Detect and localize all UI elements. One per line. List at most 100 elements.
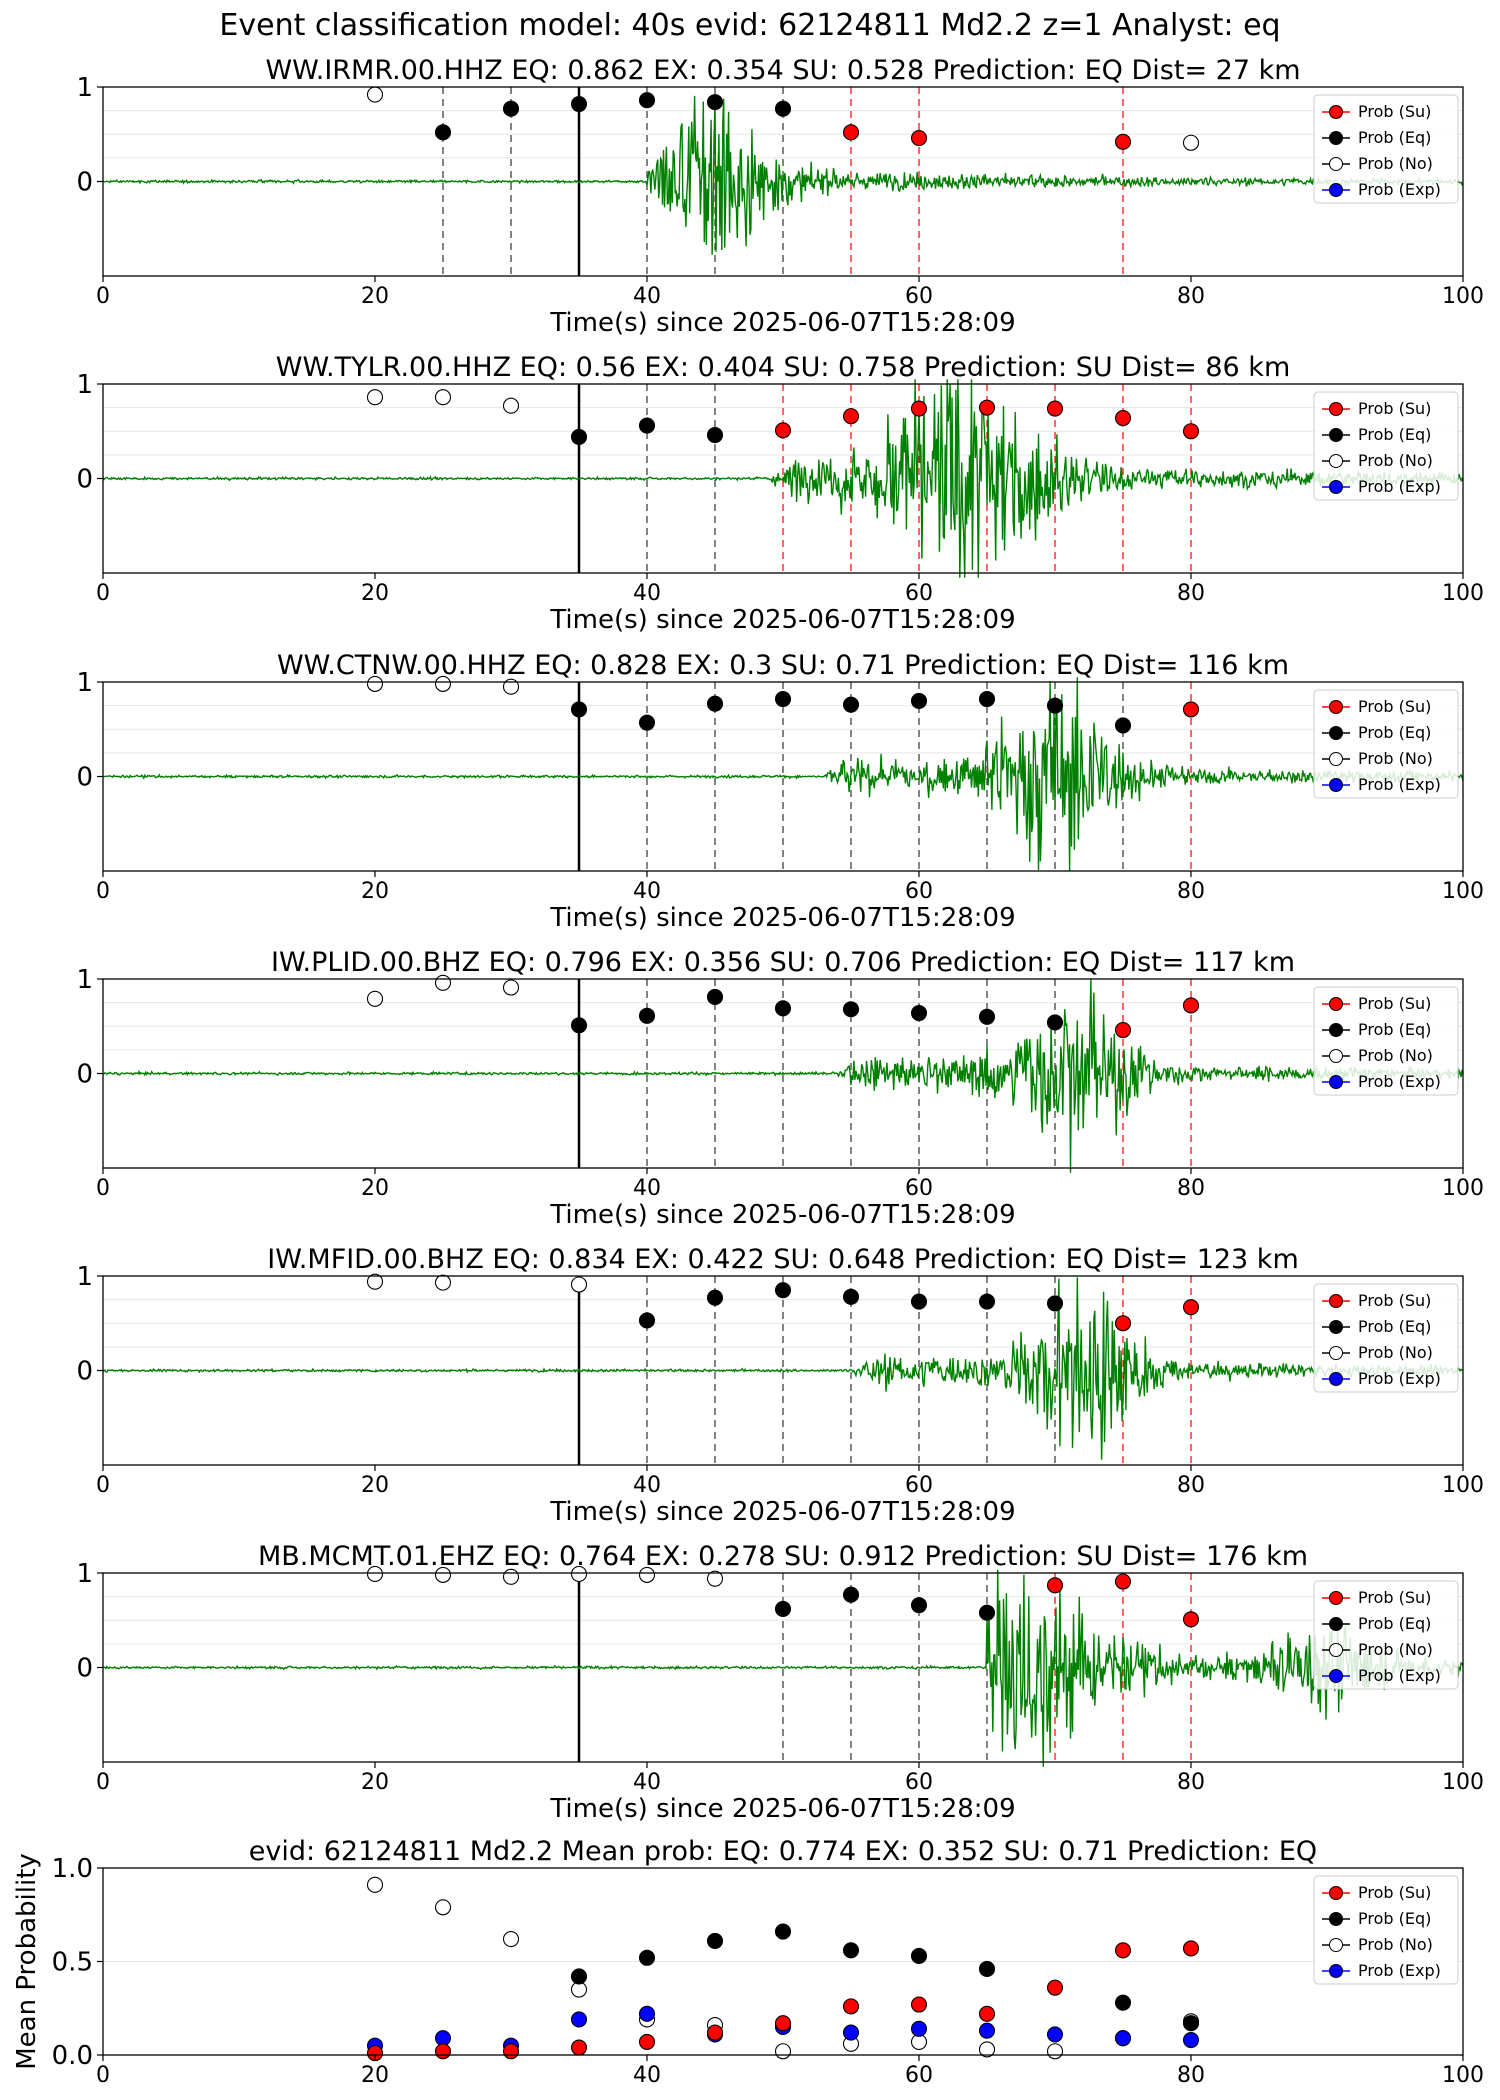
- y-tick-label: 0.0: [52, 2041, 93, 2071]
- data-point: [910, 692, 928, 709]
- data-point: [502, 2043, 520, 2060]
- legend-label: Prob (Su): [1358, 1588, 1431, 1607]
- data-point: [366, 86, 384, 103]
- data-point: [366, 675, 384, 692]
- data-point: [570, 2039, 588, 2056]
- data-point: [502, 678, 520, 695]
- legend-marker: [1329, 778, 1343, 792]
- data-point: [434, 1274, 452, 1291]
- data-point: [570, 2011, 588, 2028]
- data-point: [638, 1007, 656, 1024]
- x-tick-label: 80: [1177, 284, 1205, 309]
- legend-box: [1313, 1580, 1459, 1690]
- data-point: [842, 1586, 860, 1603]
- data-point: [1114, 2030, 1132, 2047]
- data-point: [434, 675, 452, 692]
- data-point: [638, 1312, 656, 1329]
- data-point: [1046, 400, 1064, 417]
- legend-label: Prob (No): [1358, 1046, 1433, 1065]
- legend-marker: [1329, 1591, 1343, 1605]
- x-axis-label: Time(s) since 2025-06-07T15:28:09: [549, 1497, 1015, 1527]
- y-axis-label: Mean Probability: [12, 1853, 42, 2070]
- legend-box: [1313, 986, 1459, 1096]
- legend-marker: [1329, 1320, 1343, 1334]
- x-tick-label: 80: [1177, 1176, 1205, 1201]
- data-point: [1182, 2015, 1200, 2032]
- x-tick-label: 100: [1442, 2063, 1484, 2088]
- legend-label: Prob (Su): [1358, 1291, 1431, 1310]
- legend-marker: [1329, 1346, 1343, 1360]
- data-point: [1114, 1994, 1132, 2011]
- data-point: [366, 389, 384, 406]
- data-point: [910, 1996, 928, 2013]
- data-point: [1114, 409, 1132, 427]
- legend-box: [1313, 1283, 1459, 1393]
- data-point: [1182, 1299, 1200, 1316]
- legend-label: Prob (Su): [1358, 697, 1431, 716]
- data-point: [774, 1282, 792, 1299]
- legend-label: Prob (Su): [1358, 1883, 1431, 1902]
- panel-title: WW.IRMR.00.HHZ EQ: 0.862 EX: 0.354 SU: 0…: [265, 55, 1300, 86]
- data-point: [1046, 1014, 1064, 1031]
- legend-marker: [1329, 1669, 1343, 1683]
- data-point: [706, 695, 724, 712]
- data-point: [1114, 1315, 1132, 1332]
- waveform-trace: [102, 677, 1464, 872]
- data-point: [1114, 1021, 1132, 1039]
- data-point: [1046, 1295, 1064, 1312]
- y-tick-label: 1: [76, 965, 93, 995]
- x-tick-label: 60: [905, 1770, 933, 1795]
- data-point: [502, 1568, 520, 1585]
- x-tick-label: 40: [633, 879, 661, 904]
- data-point: [706, 2024, 724, 2041]
- data-point: [1182, 2031, 1200, 2049]
- waveform-trace: [102, 1569, 1464, 1767]
- x-tick-label: 20: [361, 284, 389, 309]
- legend-marker: [1329, 726, 1343, 740]
- x-tick-label: 20: [361, 581, 389, 606]
- data-point: [978, 1960, 996, 1978]
- x-tick-label: 80: [1177, 1473, 1205, 1498]
- panel-title: WW.TYLR.00.HHZ EQ: 0.56 EX: 0.404 SU: 0.…: [276, 352, 1291, 383]
- station-panel: IW.MFID.00.BHZ EQ: 0.834 EX: 0.422 SU: 0…: [76, 1244, 1484, 1527]
- x-tick-label: 100: [1442, 879, 1484, 904]
- x-axis-label: Time(s) since 2025-06-07T15:28:09: [549, 903, 1015, 933]
- legend-marker: [1329, 157, 1343, 171]
- x-tick-label: 0: [96, 284, 110, 309]
- legend-label: Prob (Eq): [1358, 128, 1431, 147]
- data-point: [1182, 997, 1200, 1014]
- x-tick-label: 20: [361, 2063, 389, 2088]
- panel-title: WW.CTNW.00.HHZ EQ: 0.828 EX: 0.3 SU: 0.7…: [277, 650, 1289, 681]
- data-point: [978, 1604, 996, 1621]
- x-tick-label: 20: [361, 1770, 389, 1795]
- legend-marker: [1329, 1075, 1343, 1089]
- legend-marker: [1329, 454, 1343, 468]
- legend-label: Prob (Eq): [1358, 1909, 1431, 1928]
- x-tick-label: 40: [633, 1176, 661, 1201]
- data-point: [570, 1968, 588, 1985]
- legend-label: Prob (Exp): [1358, 775, 1441, 794]
- data-point: [434, 1566, 452, 1583]
- data-point: [774, 100, 792, 117]
- x-tick-label: 100: [1442, 581, 1484, 606]
- legend-label: Prob (No): [1358, 1935, 1433, 1954]
- data-point: [706, 1570, 724, 1587]
- legend: Prob (Su) Prob (Eq) Prob (No) Prob (Exp): [1313, 1580, 1459, 1690]
- legend-label: Prob (No): [1358, 154, 1433, 173]
- x-tick-label: 100: [1442, 1770, 1484, 1795]
- legend-marker: [1329, 1023, 1343, 1037]
- legend-label: Prob (Exp): [1358, 477, 1441, 496]
- data-point: [1182, 423, 1200, 440]
- legend-label: Prob (Exp): [1358, 1666, 1441, 1685]
- legend-marker: [1329, 700, 1343, 714]
- x-tick-label: 60: [905, 1473, 933, 1498]
- x-tick-label: 40: [633, 2063, 661, 2088]
- y-tick-label: 1: [76, 73, 93, 103]
- x-tick-label: 60: [905, 581, 933, 606]
- legend-label: Prob (Exp): [1358, 180, 1441, 199]
- legend-label: Prob (Eq): [1358, 1614, 1431, 1633]
- legend-marker: [1329, 1938, 1343, 1952]
- legend-box: [1313, 689, 1459, 799]
- x-tick-label: 0: [96, 581, 110, 606]
- legend: Prob (Su) Prob (Eq) Prob (No) Prob (Exp): [1313, 94, 1459, 204]
